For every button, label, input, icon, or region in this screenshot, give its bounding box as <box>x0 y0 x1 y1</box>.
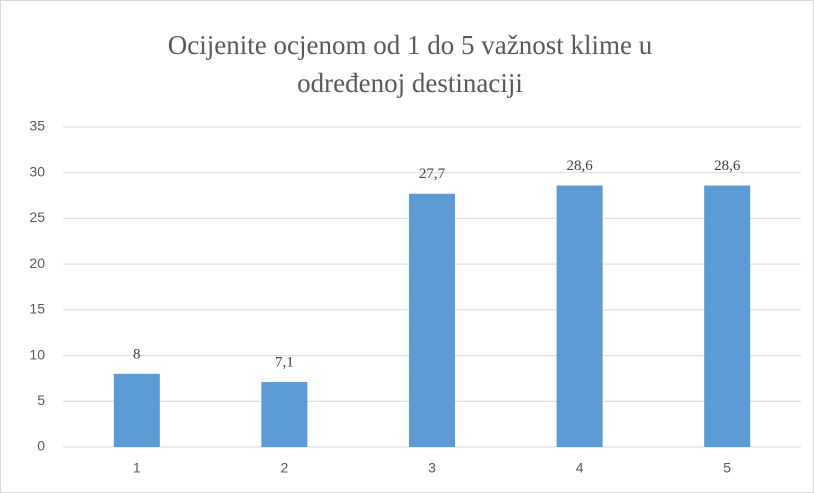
y-tick-label: 20 <box>29 255 45 271</box>
x-tick-label: 4 <box>576 460 584 476</box>
y-tick-label: 25 <box>29 209 45 225</box>
y-tick-label: 15 <box>29 301 45 317</box>
bar <box>409 193 455 447</box>
x-tick-label: 2 <box>281 460 289 476</box>
y-tick-label: 30 <box>29 163 45 179</box>
chart-title: Ocijenite ocjenom od 1 do 5 važnost klim… <box>167 30 653 98</box>
value-label: 7,1 <box>275 355 294 371</box>
x-tick-label: 5 <box>723 460 731 476</box>
bar <box>261 382 308 447</box>
y-tick-label: 10 <box>29 346 45 362</box>
x-tick-label: 1 <box>133 460 141 476</box>
x-tick-label: 3 <box>428 460 436 476</box>
value-label: 27,7 <box>419 166 446 182</box>
y-tick-label: 35 <box>29 118 45 134</box>
bar <box>113 373 160 447</box>
y-tick-label: 0 <box>37 438 45 454</box>
bar <box>556 185 603 447</box>
y-tick-label: 5 <box>37 392 45 408</box>
value-label: 28,6 <box>566 158 593 174</box>
value-label: 8 <box>133 346 141 362</box>
bar <box>704 185 751 447</box>
value-label: 28,6 <box>714 158 741 174</box>
